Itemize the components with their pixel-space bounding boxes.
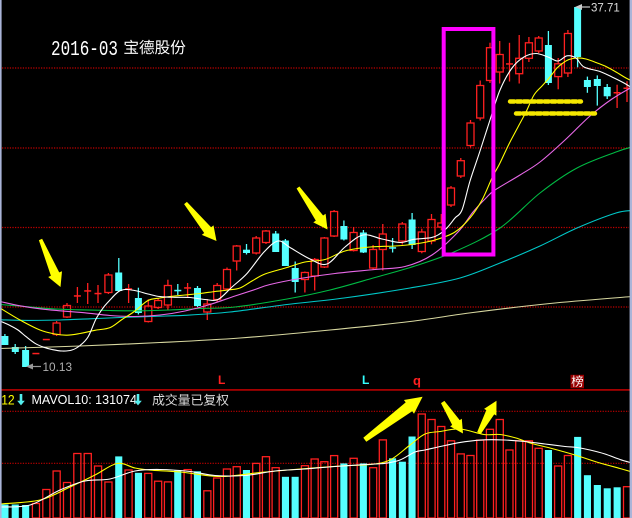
svg-text:2016-03: 2016-03	[51, 38, 118, 62]
svg-text:q: q	[413, 373, 421, 388]
svg-text:37.71: 37.71	[591, 3, 620, 15]
svg-text:MAVOL10: 131074: MAVOL10: 131074	[32, 393, 137, 407]
svg-text:L: L	[218, 373, 225, 387]
svg-text:10.13: 10.13	[43, 362, 73, 374]
svg-text:L: L	[362, 373, 369, 387]
svg-text:12: 12	[1, 391, 15, 407]
